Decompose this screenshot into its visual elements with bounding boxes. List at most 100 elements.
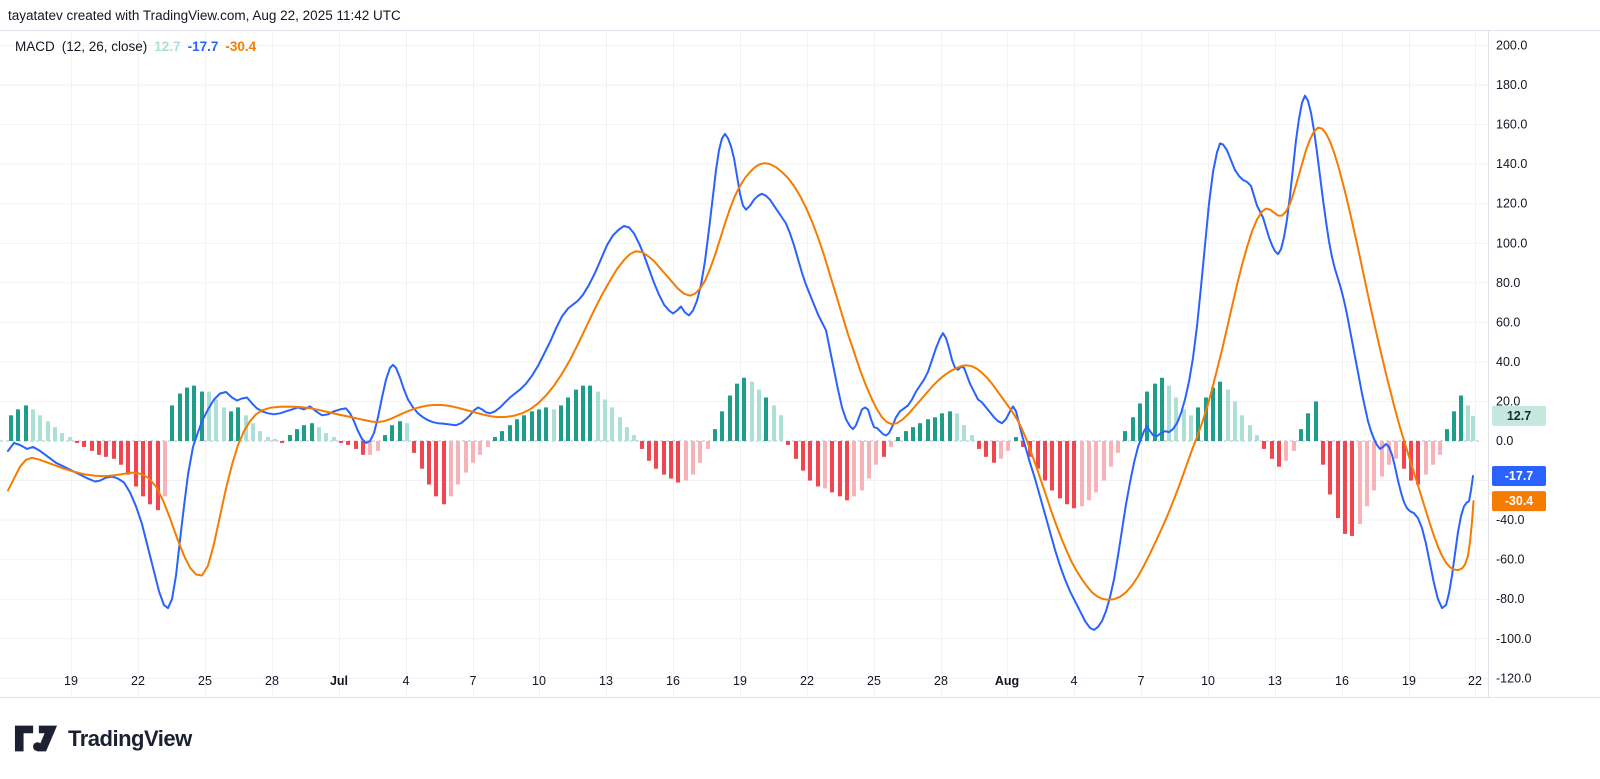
y-axis-label[interactable]: 160.0 (1496, 118, 1527, 132)
macd-histogram-bar (1080, 441, 1084, 507)
macd-histogram-bar (808, 441, 812, 481)
macd-histogram-bar (1204, 397, 1208, 441)
macd-histogram-bar (1255, 435, 1259, 441)
macd-histogram-bar (1328, 441, 1332, 495)
macd-histogram-bar (574, 389, 578, 441)
x-axis-label[interactable]: 13 (1268, 674, 1282, 688)
x-axis-label[interactable]: 13 (599, 674, 613, 688)
x-axis-label[interactable]: 22 (131, 674, 145, 688)
y-axis-label[interactable]: 40.0 (1496, 355, 1520, 369)
macd-histogram-bar (559, 405, 563, 441)
macd-histogram-bar (1050, 441, 1054, 491)
macd-histogram-bar (280, 441, 284, 443)
y-axis-label[interactable]: -40.0 (1496, 513, 1525, 527)
x-axis-label[interactable]: 10 (1201, 674, 1215, 688)
y-axis-label[interactable]: 100.0 (1496, 236, 1527, 250)
macd-histogram-bar (867, 441, 871, 479)
indicator-legend[interactable]: MACD (12, 26, close) 12.7 -17.7 -30.4 (15, 39, 256, 54)
x-axis-label[interactable]: 4 (1071, 674, 1078, 688)
x-axis-label[interactable]: 7 (470, 674, 477, 688)
y-axis-label[interactable]: -100.0 (1496, 632, 1531, 646)
macd-histogram-bar (332, 437, 336, 441)
y-axis-label[interactable]: 120.0 (1496, 197, 1527, 211)
macd-histogram-bar (236, 407, 240, 441)
x-axis-label[interactable]: 28 (934, 674, 948, 688)
y-axis-label[interactable]: 180.0 (1496, 78, 1527, 92)
x-axis-label[interactable]: 16 (666, 674, 680, 688)
macd-histogram-bar (288, 435, 292, 441)
macd-histogram-bar (720, 411, 724, 441)
macd-histogram-bar (471, 441, 475, 463)
legend-macd-value: -17.7 (187, 39, 219, 54)
macd-histogram-bar (1014, 437, 1018, 441)
macd-histogram-bar (258, 431, 262, 441)
y-axis-label[interactable]: 60.0 (1496, 315, 1520, 329)
macd-histogram-bar (1431, 441, 1435, 465)
macd-histogram-bar (1072, 441, 1076, 509)
y-axis-label[interactable]: 0.0 (1496, 434, 1513, 448)
macd-histogram-bar (1211, 387, 1215, 441)
macd-histogram-bar (911, 427, 915, 441)
x-axis-label[interactable]: 4 (403, 674, 410, 688)
macd-histogram-bar (662, 441, 666, 475)
footer-branding[interactable]: TradingView (14, 724, 192, 754)
y-axis-label[interactable]: -60.0 (1496, 553, 1525, 567)
macd-histogram-bar (794, 441, 798, 459)
indicator-title[interactable]: MACD (15, 39, 55, 54)
macd-histogram-bar (698, 441, 702, 463)
macd-histogram-bar (1240, 415, 1244, 441)
macd-histogram-bar (420, 441, 424, 469)
macd-histogram-bar (200, 391, 204, 441)
macd-histogram-bar (1358, 441, 1362, 525)
macd-histogram-bar (310, 423, 314, 441)
macd-histogram-bar (1299, 429, 1303, 441)
y-axis-label[interactable]: 80.0 (1496, 276, 1520, 290)
y-axis-label[interactable]: 200.0 (1496, 39, 1527, 53)
macd-histogram-bar (324, 433, 328, 441)
macd-histogram-bar (16, 409, 20, 441)
macd-histogram-bar (654, 441, 658, 469)
macd-histogram-bar (112, 441, 116, 459)
macd-histogram-bar (192, 385, 196, 441)
last-value-badge (1492, 491, 1546, 512)
x-axis-label[interactable]: Aug (995, 674, 1019, 688)
x-axis-label[interactable]: 22 (800, 674, 814, 688)
macd-histogram-bar (1021, 441, 1025, 447)
macd-histogram-bar (1471, 415, 1475, 441)
macd-histogram-bar (178, 393, 182, 441)
macd-histogram-bar (97, 441, 101, 455)
macd-histogram-bar (405, 423, 409, 441)
y-axis-label[interactable]: -80.0 (1496, 592, 1525, 606)
macd-histogram-bar (515, 419, 519, 441)
x-axis-label[interactable]: Jul (330, 674, 348, 688)
x-axis-label[interactable]: 25 (198, 674, 212, 688)
x-axis-label[interactable]: 19 (64, 674, 78, 688)
x-axis-label[interactable]: 16 (1335, 674, 1349, 688)
x-axis-label[interactable]: 19 (1402, 674, 1416, 688)
macd-indicator-pane[interactable]: MACD (12, 26, close) 12.7 -17.7 -30.4 20… (0, 30, 1600, 698)
y-axis-label[interactable]: 20.0 (1496, 394, 1520, 408)
macd-histogram-bar (1402, 441, 1406, 469)
x-axis-label[interactable]: 10 (532, 674, 546, 688)
macd-chart-canvas[interactable]: 200.0180.0160.0140.0120.0100.080.060.040… (0, 31, 1600, 698)
y-axis-label[interactable]: -120.0 (1496, 671, 1531, 685)
x-axis-label[interactable]: 19 (733, 674, 747, 688)
macd-histogram-bar (955, 413, 959, 441)
macd-histogram-bar (68, 437, 72, 441)
x-axis-label[interactable]: 22 (1468, 674, 1482, 688)
last-value-badge-text: -17.7 (1505, 469, 1534, 483)
macd-histogram-bar (1006, 441, 1010, 451)
macd-histogram-bar (31, 409, 35, 441)
macd-histogram-bar (1189, 415, 1193, 441)
macd-histogram-bar (588, 385, 592, 441)
macd-histogram-bar (361, 441, 365, 455)
x-axis-label[interactable]: 7 (1138, 674, 1145, 688)
macd-histogram-bar (207, 391, 211, 441)
signal-line (7, 126, 1475, 601)
macd-histogram-bar (53, 427, 57, 441)
macd-histogram-bar (816, 441, 820, 487)
x-axis-label[interactable]: 28 (265, 674, 279, 688)
y-axis-label[interactable]: 140.0 (1496, 157, 1527, 171)
x-axis-label[interactable]: 25 (867, 674, 881, 688)
